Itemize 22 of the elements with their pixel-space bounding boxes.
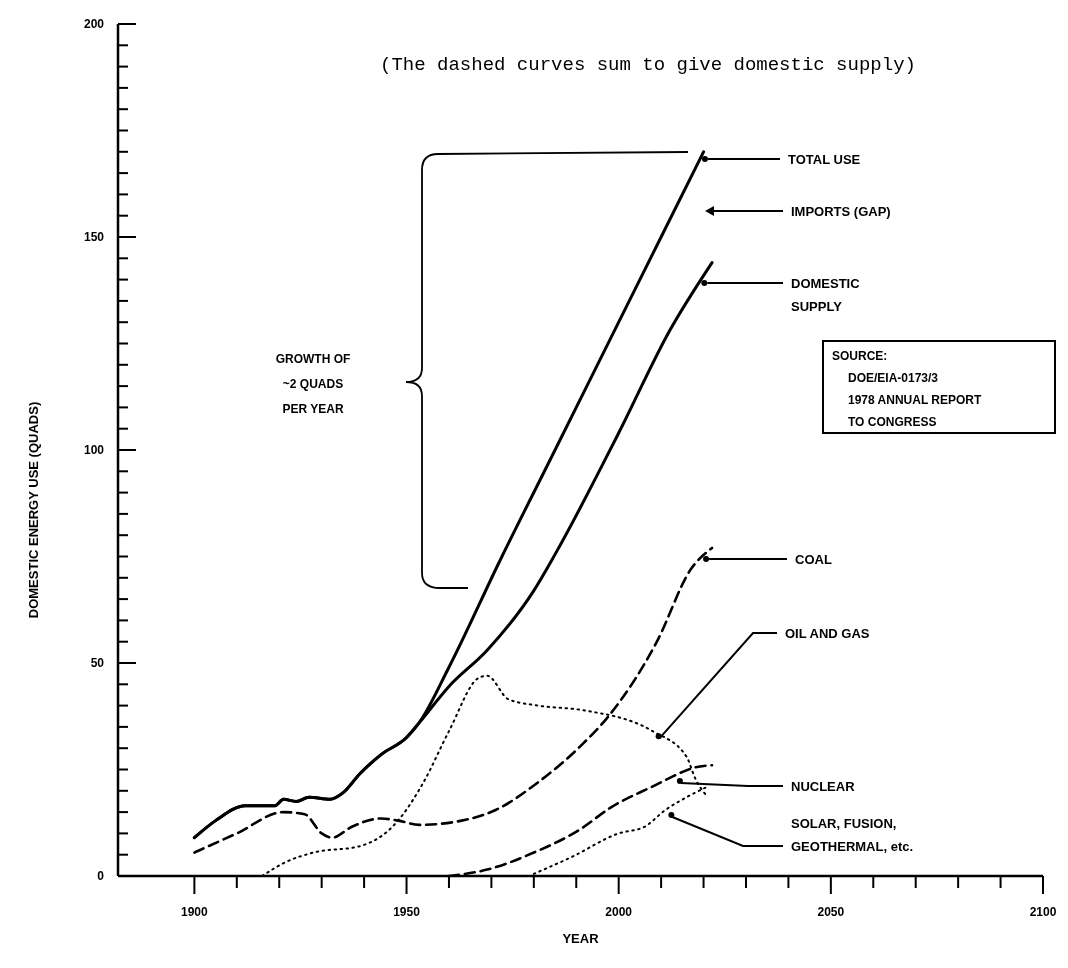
- annotation: GROWTH OF ~2 QUADS PER YEAR: [275, 352, 351, 416]
- x-tick-label: 1900: [181, 905, 209, 919]
- text: COAL: [795, 552, 832, 567]
- y-tick-label: 200: [83, 17, 105, 31]
- annotation: IMPORTS (GAP): [791, 204, 891, 219]
- text: OIL AND GAS: [785, 626, 870, 641]
- y-axis-title: DOMESTIC ENERGY USE (QUADS): [26, 401, 41, 619]
- x-tick-label: 2100: [1029, 905, 1057, 919]
- y-tick-label: 0: [97, 869, 105, 883]
- y-tick-label: 50: [90, 656, 105, 670]
- text: NUCLEAR: [791, 779, 856, 794]
- x-axis-title: YEAR: [562, 931, 600, 946]
- x-tick-label: 1950: [393, 905, 421, 919]
- annotation: SOURCE: DOE/EIA-0173/3 1978 ANNUAL REPORT TO CONGRESS: [832, 349, 983, 429]
- text: TOTAL USE: [788, 152, 861, 167]
- text: SOLAR, FUSION, GEOTHERMAL, etc.: [791, 816, 914, 854]
- x-tick-label: 2000: [605, 905, 633, 919]
- x-tick-label: 2050: [817, 905, 845, 919]
- annotation: (The dashed curves sum to give domestic supply): [380, 54, 916, 76]
- y-tick-label: 150: [83, 230, 105, 244]
- text: DOMESTIC SUPPLY: [791, 276, 861, 314]
- y-tick-label: 100: [83, 443, 105, 457]
